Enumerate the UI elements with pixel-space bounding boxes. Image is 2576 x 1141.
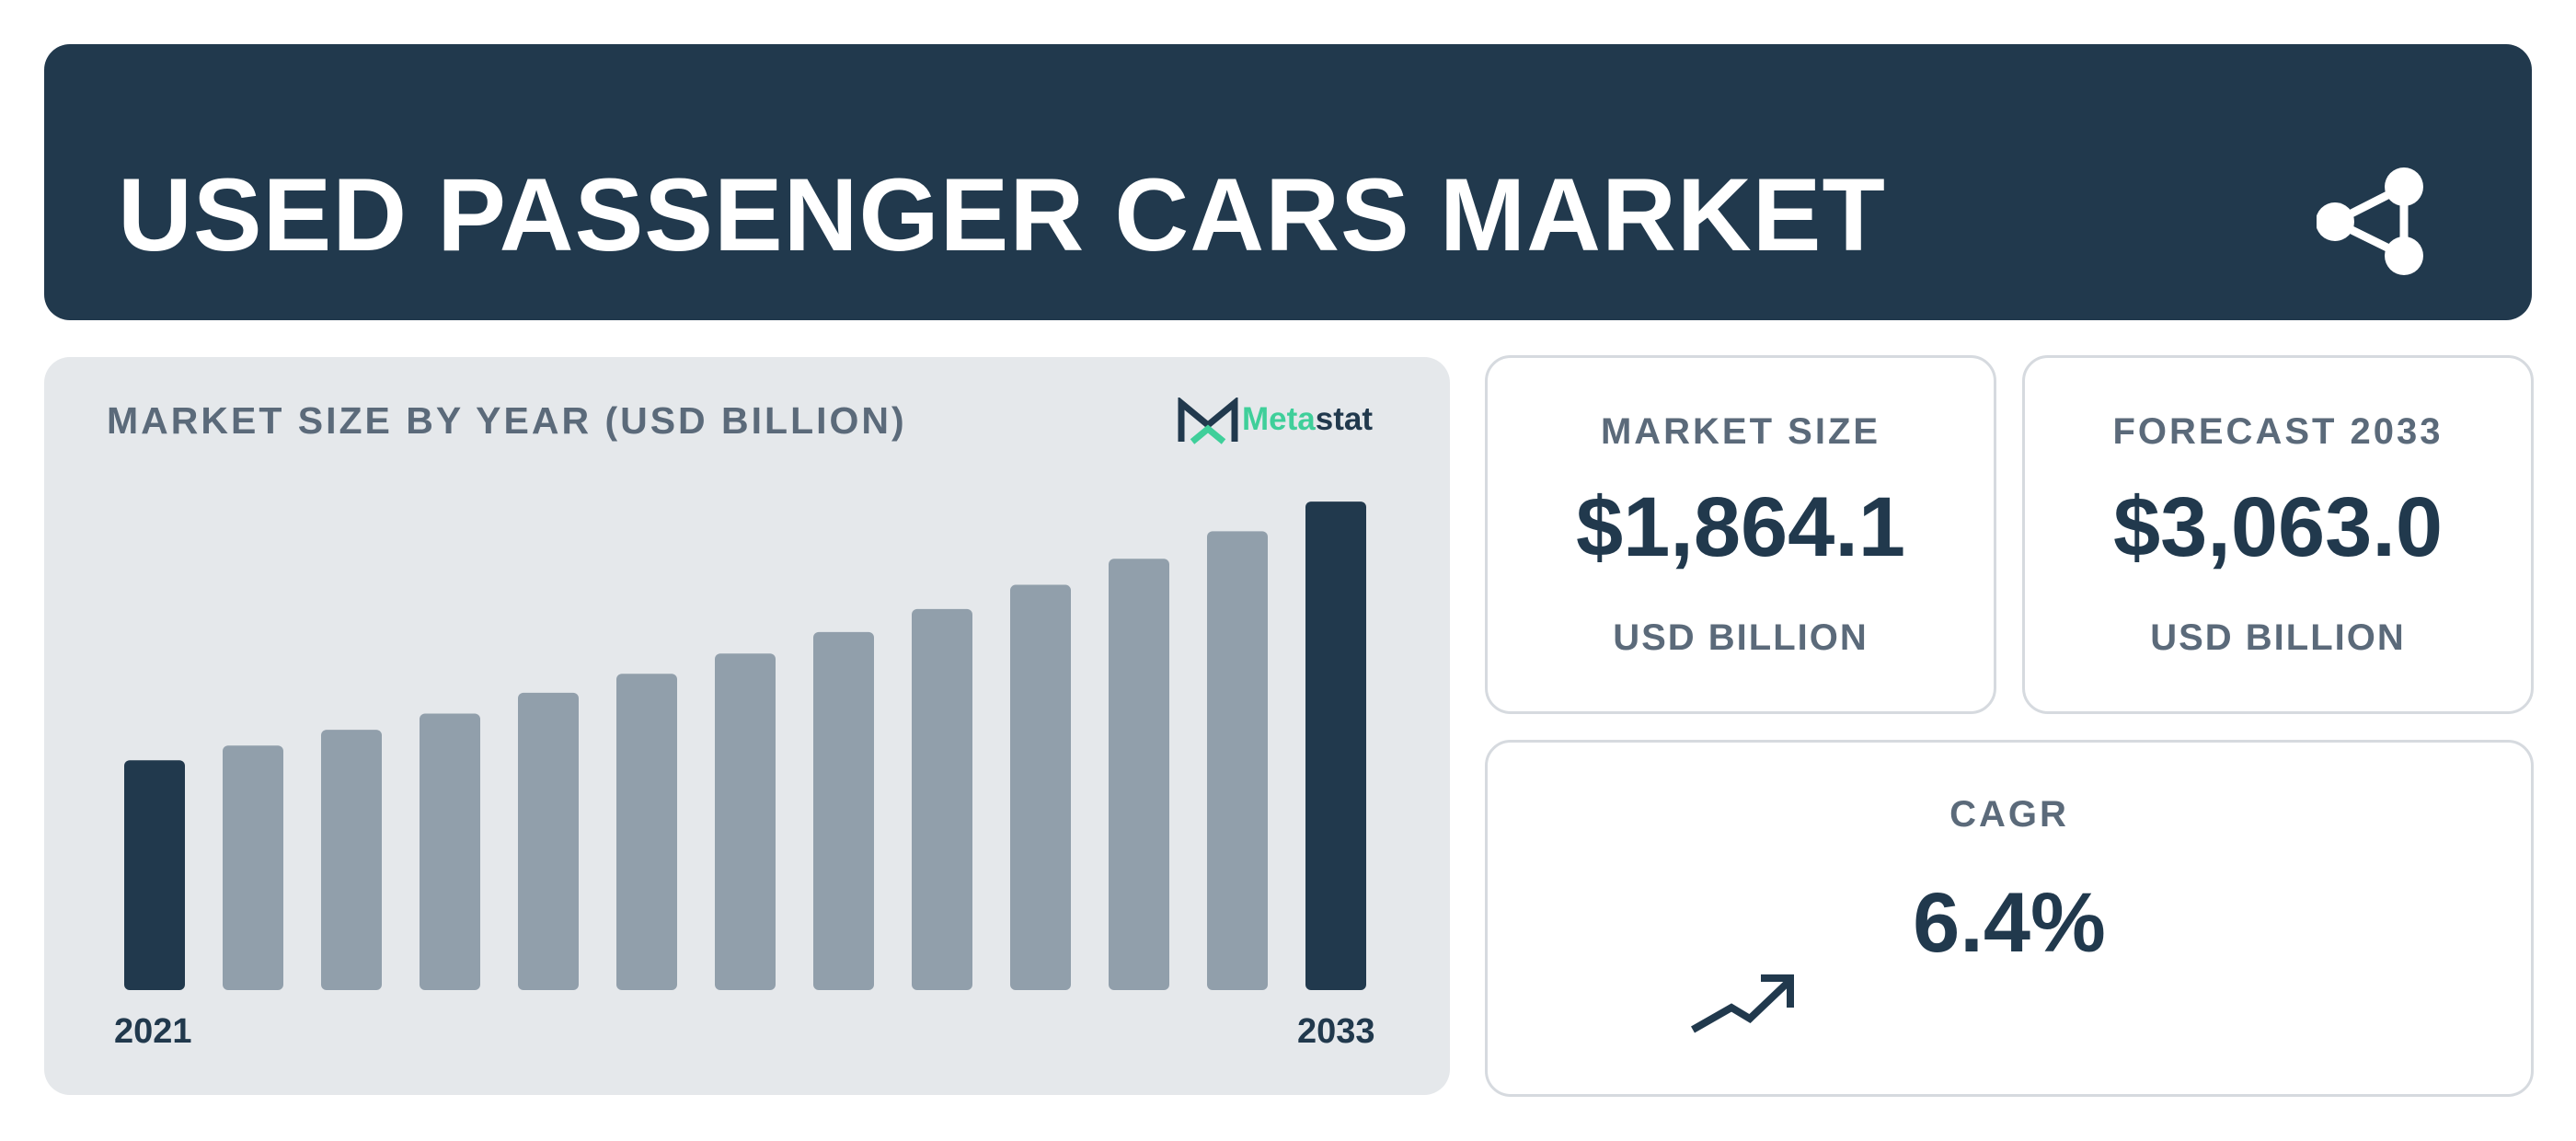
forecast-card: FORECAST 2033 $3,063.0 USD BILLION bbox=[2022, 355, 2534, 714]
brand-name-part1: Meta bbox=[1242, 401, 1316, 437]
bar-2021 bbox=[124, 760, 185, 990]
brand-logo: Metastat bbox=[1178, 396, 1408, 447]
market-size-label: MARKET SIZE bbox=[1600, 411, 1881, 452]
forecast-label: FORECAST 2033 bbox=[2112, 411, 2444, 452]
cagr-label: CAGR bbox=[1949, 794, 2069, 835]
bar-2024 bbox=[420, 713, 480, 990]
x-axis-start-label: 2021 bbox=[114, 1012, 192, 1051]
page-title: USED PASSENGER CARS MARKET bbox=[118, 157, 1886, 272]
forecast-value: $3,063.0 bbox=[2112, 480, 2444, 574]
bar-2023 bbox=[321, 730, 382, 990]
bar-2025 bbox=[518, 692, 579, 990]
bar-2026 bbox=[616, 674, 677, 990]
metastat-logo-icon bbox=[1178, 398, 1238, 444]
market-size-value: $1,864.1 bbox=[1575, 480, 1906, 574]
bar-2028 bbox=[813, 631, 874, 990]
brand-name-part2: stat bbox=[1315, 401, 1373, 437]
cagr-value: 6.4% bbox=[1913, 876, 2106, 970]
bar-chart bbox=[124, 501, 1366, 990]
chart-title: MARKET SIZE BY YEAR (USD BILLION) bbox=[107, 399, 907, 442]
brand-name: Metastat bbox=[1242, 401, 1373, 438]
forecast-unit: USD BILLION bbox=[2150, 617, 2406, 658]
chart-panel: MARKET SIZE BY YEAR (USD BILLION) Metast… bbox=[44, 357, 1450, 1095]
header-banner: USED PASSENGER CARS MARKET bbox=[44, 44, 2532, 320]
bar-2030 bbox=[1010, 584, 1071, 990]
cagr-card: CAGR 6.4% bbox=[1485, 740, 2534, 1097]
trend-up-icon bbox=[1691, 974, 1794, 1033]
bar-2027 bbox=[715, 653, 776, 990]
bar-2032 bbox=[1207, 531, 1268, 990]
x-axis-end-label: 2033 bbox=[1297, 1012, 1375, 1051]
market-size-unit: USD BILLION bbox=[1613, 617, 1869, 658]
bar-2033 bbox=[1305, 501, 1366, 990]
bar-2029 bbox=[912, 608, 972, 990]
bar-2031 bbox=[1109, 559, 1169, 990]
share-icon[interactable] bbox=[2317, 164, 2436, 283]
bar-2022 bbox=[223, 745, 283, 990]
market-size-card: MARKET SIZE $1,864.1 USD BILLION bbox=[1485, 355, 1996, 714]
